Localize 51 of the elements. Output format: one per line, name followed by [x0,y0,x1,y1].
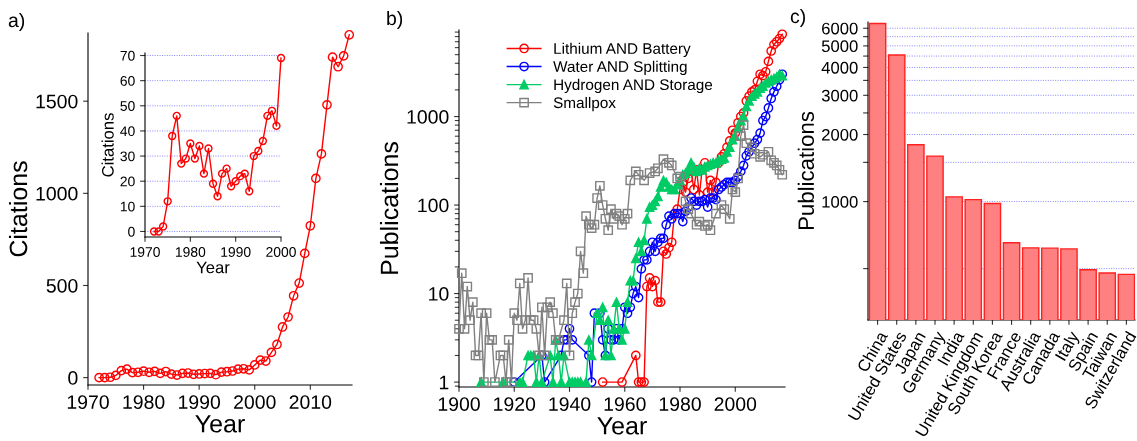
y-tick-label: 30 [120,151,135,162]
y-tick-label: 0 [128,226,135,237]
y-tick-label: 500 [46,278,78,293]
y-tick-label: 5000 [821,40,858,53]
y-tick-label: 40 [120,126,135,137]
y-tick-label: 60 [120,75,135,86]
y-tick-label: 1000 [407,110,449,124]
y-tick-label: 1500 [36,94,78,109]
y-axis-title: Publications [797,111,815,230]
x-tick-label: 1980 [123,395,165,409]
y-tick-label: 1 [439,375,449,390]
chart-title: a) [8,12,25,32]
y-tick-label: 0 [68,371,78,385]
x-axis-title: Year [597,417,647,435]
legend-label: Hydrogen AND Storage [554,78,713,94]
x-tick-label: 1900 [438,397,480,411]
x-tick-label: 2000 [714,397,757,411]
x-tick-label: 2000 [234,395,276,409]
y-tick-label: 1000 [822,195,858,208]
y-tick-label: 100 [418,198,449,213]
y-axis-title: Publications [379,142,399,274]
y-axis-title: Citations [8,161,28,257]
x-tick-label: 1940 [549,397,591,411]
x-tick-label: 1990 [179,395,221,409]
y-axis-title: Citations [101,113,114,177]
y-tick-label: 6000 [822,22,858,35]
x-tick-label: 2000 [266,247,296,257]
legend-label: Water AND Splitting [553,60,687,76]
y-tick-label: 2000 [822,128,858,141]
y-tick-label: 10 [120,201,135,212]
y-tick-label: 70 [120,50,135,61]
legend-label: Lithium AND Battery [554,42,691,57]
x-tick-label: 1990 [221,247,251,257]
y-tick-label: 20 [120,176,135,187]
x-tick-label: 1970 [130,247,160,257]
legend-label: Smallpox [553,96,616,112]
y-tick-label: 4000 [821,61,858,74]
y-tick-label: 10 [429,287,449,301]
y-tick-label: 3000 [821,89,858,102]
y-tick-label: 50 [120,101,135,111]
chart-title: c) [790,8,805,28]
x-tick-label: 1960 [604,397,646,411]
x-tick-label: 1980 [175,247,206,257]
x-axis-title: Year [196,261,230,274]
y-tick-label: 1000 [36,186,78,201]
x-axis-title: Year [195,415,245,433]
x-tick-label: 1920 [494,397,536,411]
x-tick-label: 1980 [659,397,701,411]
x-tick-label: 1970 [67,395,109,409]
x-tick-label: 2010 [289,395,332,409]
chart-title: b) [387,10,403,30]
